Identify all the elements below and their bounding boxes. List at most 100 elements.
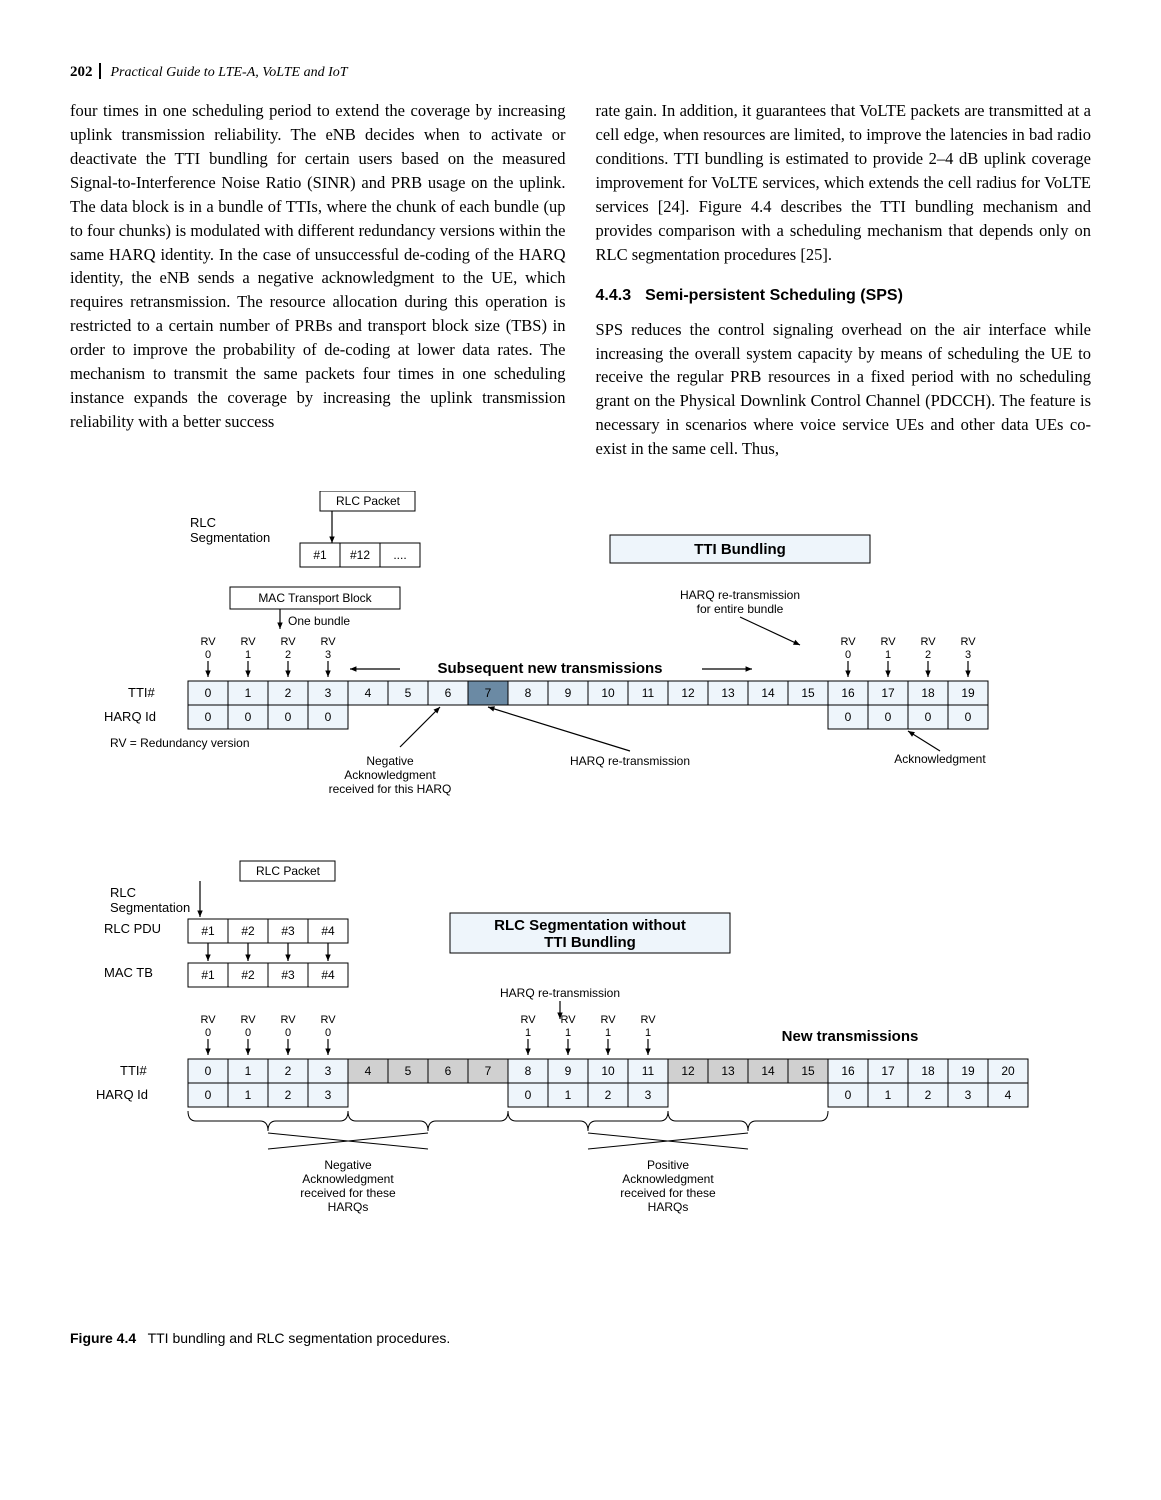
svg-text:1: 1: [245, 1088, 252, 1102]
svg-text:16: 16: [841, 1064, 855, 1078]
svg-text:2: 2: [285, 1088, 292, 1102]
svg-text:17: 17: [881, 686, 895, 700]
svg-text:MAC Transport Block: MAC Transport Block: [258, 591, 372, 605]
body-text: four times in one scheduling period to e…: [70, 99, 1091, 461]
svg-text:HARQ Id: HARQ Id: [96, 1087, 148, 1102]
svg-text:0: 0: [205, 1064, 212, 1078]
running-header: 202 Practical Guide to LTE-A, VoLTE and …: [70, 60, 1091, 81]
svg-text:HARQ re-transmission: HARQ re-transmission: [570, 754, 690, 768]
book-title: Practical Guide to LTE-A, VoLTE and IoT: [111, 65, 348, 81]
svg-text:One bundle: One bundle: [288, 614, 350, 628]
svg-text:18: 18: [921, 1064, 935, 1078]
svg-text:RV: RV: [240, 636, 256, 648]
svg-text:received for this HARQ: received for this HARQ: [329, 782, 452, 796]
svg-text:6: 6: [445, 1064, 452, 1078]
svg-text:2: 2: [285, 1064, 292, 1078]
svg-text:#3: #3: [281, 968, 295, 982]
svg-text:13: 13: [721, 686, 735, 700]
svg-text:RLC PDU: RLC PDU: [104, 921, 161, 936]
svg-text:1: 1: [885, 1088, 892, 1102]
svg-text:11: 11: [642, 1064, 655, 1078]
svg-text:RV: RV: [320, 636, 336, 648]
svg-text:#2: #2: [241, 968, 255, 982]
svg-text:RV: RV: [520, 1014, 536, 1026]
svg-text:RV = Redundancy version: RV = Redundancy version: [110, 736, 250, 750]
svg-text:4: 4: [1005, 1088, 1012, 1102]
svg-text:RV: RV: [280, 1014, 296, 1026]
svg-text:1: 1: [565, 1088, 572, 1102]
svg-text:0: 0: [205, 710, 212, 724]
svg-text:4: 4: [365, 1064, 372, 1078]
svg-text:14: 14: [761, 686, 775, 700]
svg-text:16: 16: [841, 686, 855, 700]
svg-text:#1: #1: [201, 924, 215, 938]
svg-text:RV: RV: [880, 636, 896, 648]
svg-text:#1: #1: [201, 968, 215, 982]
svg-text:2: 2: [925, 649, 931, 661]
svg-text:9: 9: [565, 686, 572, 700]
svg-text:1: 1: [645, 1027, 651, 1039]
svg-text:1: 1: [885, 649, 891, 661]
figure-svg: RLC PacketRLCSegmentation#1#12....TTI Bu…: [70, 491, 1070, 1311]
svg-text:RV: RV: [560, 1014, 576, 1026]
svg-text:Subsequent new transmissions: Subsequent new transmissions: [437, 660, 662, 677]
svg-text:....: ....: [393, 548, 406, 562]
svg-text:RV: RV: [920, 636, 936, 648]
svg-text:18: 18: [921, 686, 935, 700]
svg-text:20: 20: [1001, 1064, 1015, 1078]
svg-text:12: 12: [681, 686, 695, 700]
svg-text:13: 13: [721, 1064, 735, 1078]
svg-text:RV: RV: [320, 1014, 336, 1026]
svg-text:RV: RV: [640, 1014, 656, 1026]
svg-text:Negative: Negative: [366, 754, 414, 768]
svg-text:15: 15: [801, 686, 815, 700]
svg-text:HARQ Id: HARQ Id: [104, 709, 156, 724]
header-divider: [99, 63, 101, 79]
svg-text:8: 8: [525, 1064, 532, 1078]
svg-text:5: 5: [405, 686, 412, 700]
svg-text:HARQ re-transmission: HARQ re-transmission: [500, 986, 620, 1000]
svg-text:0: 0: [845, 1088, 852, 1102]
svg-text:2: 2: [925, 1088, 932, 1102]
page-number: 202: [70, 64, 93, 81]
svg-text:10: 10: [601, 1064, 615, 1078]
svg-text:3: 3: [965, 1088, 972, 1102]
svg-text:10: 10: [601, 686, 615, 700]
svg-text:received for these: received for these: [620, 1186, 716, 1200]
svg-text:Acknowledgment: Acknowledgment: [344, 768, 436, 782]
svg-text:0: 0: [205, 649, 211, 661]
svg-text:RV: RV: [840, 636, 856, 648]
svg-text:RLC: RLC: [190, 515, 216, 530]
svg-text:0: 0: [245, 710, 252, 724]
svg-text:2: 2: [285, 686, 292, 700]
svg-text:RLC: RLC: [110, 885, 136, 900]
svg-text:3: 3: [325, 649, 331, 661]
svg-text:received for these: received for these: [300, 1186, 396, 1200]
svg-text:15: 15: [801, 1064, 815, 1078]
svg-text:0: 0: [205, 686, 212, 700]
svg-text:3: 3: [965, 649, 971, 661]
svg-text:0: 0: [925, 710, 932, 724]
svg-text:19: 19: [961, 1064, 975, 1078]
svg-text:Segmentation: Segmentation: [190, 530, 270, 545]
svg-text:1: 1: [525, 1027, 531, 1039]
svg-text:7: 7: [485, 1064, 492, 1078]
paragraph: rate gain. In addition, it guarantees th…: [596, 99, 1092, 266]
svg-text:0: 0: [885, 710, 892, 724]
svg-text:0: 0: [965, 710, 972, 724]
svg-text:RLC Packet: RLC Packet: [256, 864, 321, 878]
paragraph: four times in one scheduling period to e…: [70, 99, 566, 434]
svg-text:#4: #4: [321, 968, 335, 982]
section-heading: 4.4.3Semi-persistent Scheduling (SPS): [596, 284, 1092, 307]
figure-caption: Figure 4.4 TTI bundling and RLC segmenta…: [70, 1330, 1091, 1346]
svg-text:17: 17: [881, 1064, 895, 1078]
figure-label: Figure 4.4: [70, 1330, 136, 1346]
svg-text:TTI#: TTI#: [128, 685, 155, 700]
svg-text:New transmissions: New transmissions: [782, 1028, 919, 1045]
svg-text:HARQ re-transmission: HARQ re-transmission: [680, 588, 800, 602]
svg-text:12: 12: [681, 1064, 695, 1078]
svg-text:3: 3: [325, 1088, 332, 1102]
svg-text:19: 19: [961, 686, 975, 700]
svg-text:TTI Bundling: TTI Bundling: [544, 934, 636, 951]
svg-text:1: 1: [565, 1027, 571, 1039]
